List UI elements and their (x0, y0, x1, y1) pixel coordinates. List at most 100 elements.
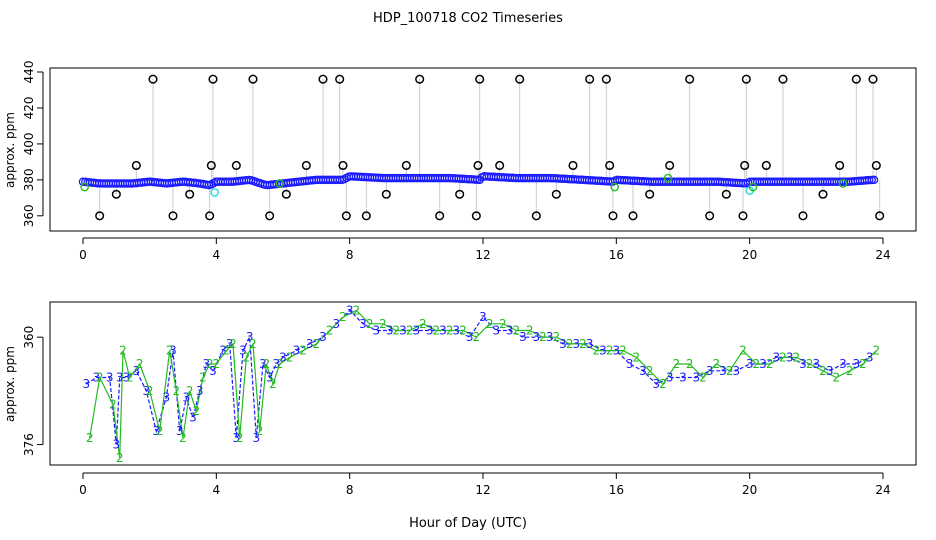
bottom-point-label: 2 (792, 350, 800, 364)
top-outlier-point (168, 211, 178, 221)
bottom-point-label: 2 (872, 344, 880, 358)
top-outlier-point (818, 189, 828, 199)
bottom-point-label: 2 (499, 317, 507, 331)
bottom-point-label: 3 (209, 364, 217, 378)
bottom-point-label: 3 (116, 371, 124, 385)
bottom-point-label: 3 (586, 337, 594, 351)
bottom-point-label: 3 (666, 371, 674, 385)
bottom-point-label: 3 (252, 431, 260, 445)
bottom-point-label: 2 (269, 377, 277, 391)
top-outlier-point (601, 74, 611, 84)
bottom-point-label: 3 (599, 344, 607, 358)
bottom-point-label: 3 (466, 330, 474, 344)
bottom-point-label: 3 (259, 357, 267, 371)
bottom-point-label: 3 (226, 337, 234, 351)
bottom-point-label: 2 (446, 324, 454, 338)
top-outlier-point (338, 160, 348, 171)
top-outlier-point (185, 189, 195, 199)
top-baseline-points (78, 172, 879, 197)
top-outlier-point (206, 160, 216, 171)
top-outlier-point (148, 74, 158, 84)
bottom-y-tick-label: 376 (22, 433, 36, 456)
top-outlier-point (798, 211, 808, 221)
bottom-point-label: 3 (176, 424, 184, 438)
bottom-point-label: 3 (182, 391, 190, 405)
chart-title: HDP_100718 CO2 Timeseries (373, 11, 563, 26)
top-y-tick-label: 440 (22, 61, 36, 84)
top-y-tick-label: 360 (22, 204, 36, 227)
bottom-point-label: 3 (169, 344, 177, 358)
bottom-point-label: 3 (82, 377, 90, 391)
bottom-point-label: 3 (719, 364, 727, 378)
top-x-tick-label: 0 (79, 248, 87, 262)
bottom-x-tick-label: 4 (213, 483, 221, 497)
bottom-point-label: 2 (806, 357, 814, 371)
top-outlier-point (761, 160, 771, 171)
bottom-point-label: 3 (652, 377, 660, 391)
bottom-point-label: 2 (392, 324, 400, 338)
bottom-point-label: 2 (109, 397, 117, 411)
top-outlier-point (361, 211, 371, 221)
bottom-point-label: 3 (239, 344, 247, 358)
top-outlier-point (281, 189, 291, 199)
top-outlier-point (111, 189, 121, 199)
top-outlier-point (551, 189, 561, 199)
bottom-point-label: 2 (472, 330, 480, 344)
bottom-point-label: 2 (366, 317, 374, 331)
bottom-x-tick-label: 24 (875, 483, 890, 497)
bottom-point-label: 2 (832, 371, 840, 385)
bottom-point-label: 2 (242, 350, 250, 364)
top-outlier-point (875, 211, 885, 221)
bottom-point-label: 2 (779, 350, 787, 364)
bottom-point-label: 3 (292, 344, 300, 358)
top-x-tick-label: 12 (475, 248, 490, 262)
bottom-point-label: 3 (399, 324, 407, 338)
top-outlier-point (131, 160, 141, 171)
bottom-point-label: 2 (659, 377, 667, 391)
bottom-point-label: 3 (152, 424, 160, 438)
top-outlier-point (415, 74, 425, 84)
top-outlier-point (721, 189, 731, 199)
bottom-point-label: 2 (432, 324, 440, 338)
top-accent-point (275, 179, 284, 188)
bottom-point-label: 2 (579, 337, 587, 351)
top-outlier-point (515, 74, 525, 84)
top-outlier-point (301, 160, 311, 171)
top-outlier-point (248, 74, 258, 84)
top-y-axis-label: approx. ppm (3, 112, 17, 188)
top-x-tick-label: 8 (346, 248, 354, 262)
bottom-point-label: 3 (519, 330, 527, 344)
bottom-point-label: 3 (132, 364, 140, 378)
top-outlier-point (401, 160, 411, 171)
bottom-point-label: 2 (339, 310, 347, 324)
top-outlier-point (205, 211, 215, 221)
top-outlier-point (608, 211, 618, 221)
bottom-point-label: 2 (592, 344, 600, 358)
bottom-point-label: 3 (332, 317, 340, 331)
bottom-point-label: 2 (352, 303, 360, 317)
bottom-point-label: 3 (772, 350, 780, 364)
bottom-point-label: 3 (162, 391, 170, 405)
top-outlier-point (435, 211, 445, 221)
top-outlier-point (208, 74, 218, 84)
bottom-point-label: 3 (812, 357, 820, 371)
top-outlier-point (778, 74, 788, 84)
top-x-tick-label: 20 (742, 248, 757, 262)
top-x-tick-label: 24 (875, 248, 890, 262)
bottom-point-label: 3 (386, 324, 394, 338)
bottom-point-label: 3 (559, 337, 567, 351)
bottom-x-axis: 0 4 8 12 16 20 24 (79, 472, 891, 497)
bottom-point-label: 2 (256, 424, 264, 438)
bottom-point-label: 2 (566, 337, 574, 351)
bottom-point-label: 2 (726, 364, 734, 378)
bottom-point-label: 2 (379, 317, 387, 331)
bottom-point-label: 2 (146, 384, 154, 398)
bottom-point-label: 3 (306, 337, 314, 351)
bottom-point-label: 3 (532, 330, 540, 344)
top-accent-point (838, 179, 848, 188)
top-outlier-point (628, 211, 638, 221)
top-outlier-point (318, 74, 328, 84)
bottom-series-lines (85, 309, 877, 459)
top-outlier-point (741, 74, 751, 84)
